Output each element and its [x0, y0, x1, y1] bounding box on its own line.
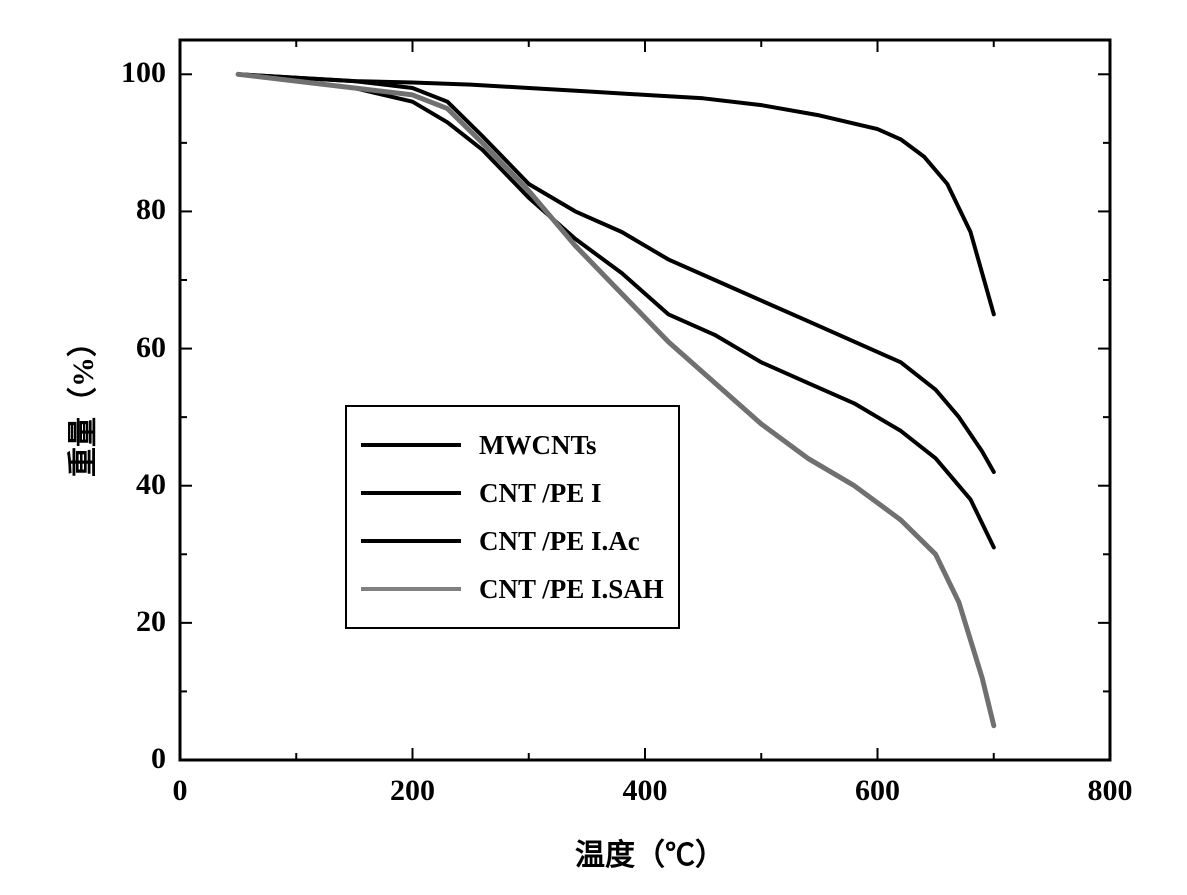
- legend-text: MWCNTs: [479, 430, 597, 461]
- legend-row: MWCNTs: [361, 421, 664, 469]
- legend-row: CNT /PE I: [361, 469, 664, 517]
- legend-text: CNT /PE I: [479, 478, 602, 509]
- y-tick-label: 60: [136, 331, 166, 365]
- x-tick-label: 800: [1070, 774, 1150, 808]
- legend-swatch: [361, 443, 461, 447]
- legend-text: CNT /PE I.Ac: [479, 526, 640, 557]
- y-tick-label: 100: [121, 56, 166, 90]
- legend-row: CNT /PE I.Ac: [361, 517, 664, 565]
- series-line: [238, 74, 994, 314]
- x-tick-label: 400: [605, 774, 685, 808]
- x-tick-label: 600: [838, 774, 918, 808]
- x-tick-label: 200: [373, 774, 453, 808]
- legend-swatch: [361, 491, 461, 495]
- legend-text: CNT /PE I.SAH: [479, 574, 664, 605]
- x-tick-label: 0: [140, 774, 220, 808]
- legend: MWCNTs CNT /PE I CNT /PE I.Ac CNT /PE I.SAH: [345, 405, 680, 629]
- legend-swatch: [361, 539, 461, 543]
- y-tick-label: 20: [136, 605, 166, 639]
- tga-chart: 重量（%） 温度（℃） 0200400600800020406080100 MW…: [0, 0, 1187, 895]
- y-tick-label: 80: [136, 193, 166, 227]
- y-tick-label: 0: [151, 742, 166, 776]
- legend-swatch: [361, 587, 461, 591]
- y-tick-label: 40: [136, 468, 166, 502]
- legend-row: CNT /PE I.SAH: [361, 565, 664, 613]
